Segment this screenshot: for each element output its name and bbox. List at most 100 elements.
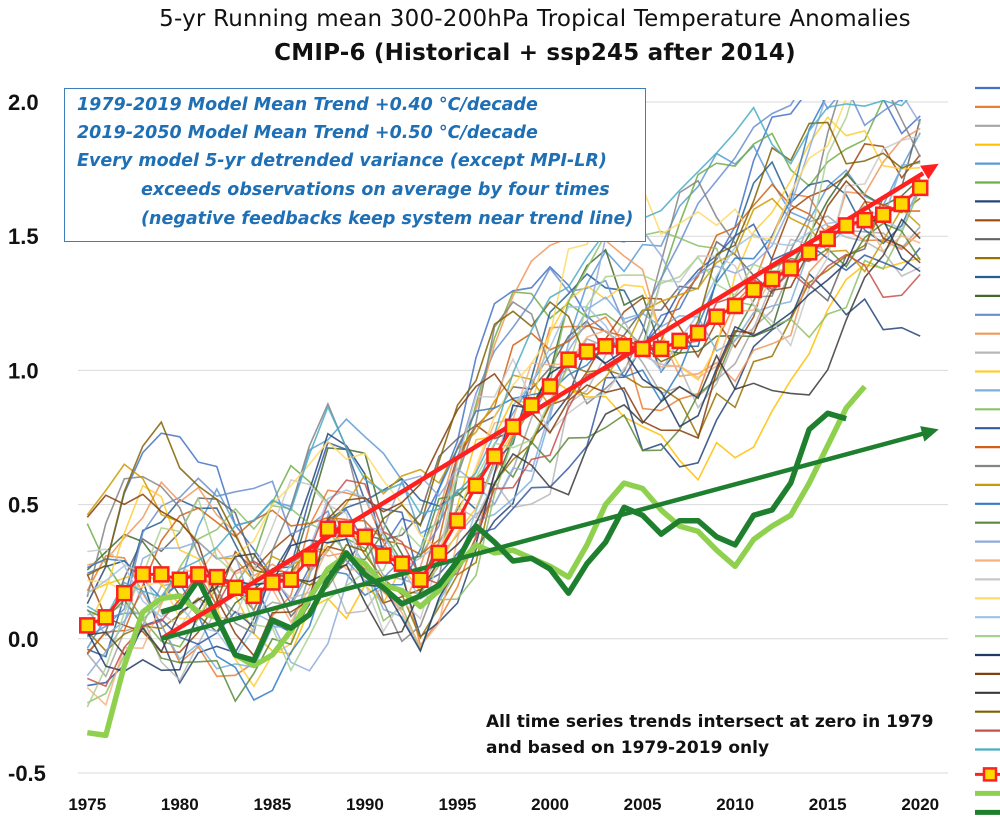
- model-mean-marker: [338, 520, 355, 538]
- model-run-line: [87, 127, 921, 611]
- model-run-line: [86, 100, 909, 619]
- annotation-box: 1979-2019 Model Mean Trend +0.40 °C/deca…: [64, 88, 646, 242]
- model-run-line: [86, 182, 921, 659]
- x-tick-label: 1995: [439, 795, 477, 814]
- model-mean-marker: [911, 179, 929, 197]
- x-tick-label: 2015: [809, 795, 847, 814]
- model-mean-marker: [134, 566, 152, 583]
- model-run-line: [86, 162, 921, 670]
- y-tick-label: 2.0: [8, 90, 39, 115]
- model-mean-marker: [819, 230, 836, 248]
- observation-line-dark-green: [160, 410, 847, 664]
- footnote-line-2: and based on 1979-2019 only: [486, 738, 770, 758]
- model-mean-marker: [264, 574, 281, 591]
- model-run-line: [87, 218, 921, 656]
- axis-ticks: -0.5 0.0 0.5 1.0 1.5 2.0 1975 1980 1985 1990 1995 2…: [8, 90, 939, 814]
- chart-subtitle: CMIP-6 (Historical + ssp245 after 2014): [274, 40, 796, 66]
- model-run-line: [86, 100, 853, 708]
- model-run-line: [87, 100, 847, 620]
- model-mean-marker: [412, 571, 429, 589]
- legend-key-model-mean-marker: [982, 767, 998, 782]
- model-run-line: [87, 100, 921, 605]
- annotation-line-1: 1979-2019 Model Mean Trend +0.40 °C/deca…: [77, 95, 538, 115]
- model-mean-marker: [430, 544, 448, 562]
- model-mean-marker: [726, 297, 744, 315]
- trend-line: [160, 431, 924, 641]
- model-mean-marker: [708, 308, 725, 325]
- y-tick-label: 0.5: [8, 493, 39, 518]
- model-run-line: [86, 179, 921, 658]
- model-mean-marker: [116, 584, 133, 602]
- model-run-line: [86, 100, 921, 677]
- annotation-line-4: exceeds observations on average by four …: [141, 180, 610, 200]
- model-mean-marker: [97, 609, 115, 626]
- annotation-line-5: (negative feedbacks keep system near tre…: [141, 209, 634, 229]
- y-tick-label: -0.5: [8, 761, 46, 786]
- model-mean-marker: [671, 332, 688, 350]
- model-mean-marker: [227, 579, 244, 597]
- model-mean-marker: [375, 547, 392, 564]
- model-mean-marker: [245, 587, 263, 605]
- model-run-line: [86, 160, 921, 658]
- trend-arrowhead: [920, 426, 939, 442]
- model-mean-marker: [578, 343, 596, 360]
- model-mean-marker: [301, 550, 318, 567]
- x-tick-label: 1985: [253, 795, 291, 814]
- model-mean-marker: [560, 351, 577, 368]
- x-tick-label: 2005: [624, 795, 662, 814]
- model-mean-marker: [615, 337, 633, 355]
- model-mean-marker: [597, 337, 614, 355]
- model-run-line: [86, 217, 921, 707]
- model-mean-marker: [153, 566, 170, 583]
- model-mean-marker: [689, 324, 707, 342]
- model-run-line: [86, 100, 902, 638]
- x-tick-label: 2000: [531, 795, 569, 814]
- series-overlay: [79, 163, 939, 739]
- model-mean-marker: [356, 528, 374, 546]
- model-run-line: [86, 272, 921, 685]
- model-runs: [86, 100, 921, 708]
- model-mean-marker: [874, 206, 892, 223]
- model-mean-marker: [837, 217, 855, 234]
- model-mean-marker: [800, 244, 818, 261]
- model-mean-marker: [171, 571, 189, 589]
- model-mean-marker: [319, 520, 337, 538]
- model-mean-marker: [652, 340, 670, 358]
- trend-line: [160, 171, 925, 641]
- y-tick-label: 1.0: [8, 358, 39, 383]
- model-mean-marker: [208, 568, 226, 586]
- y-tick-label: 0.0: [8, 627, 39, 652]
- model-mean-marker: [282, 571, 300, 589]
- model-mean-line: [86, 186, 922, 627]
- x-tick-label: 2020: [901, 795, 939, 814]
- model-mean-marker: [190, 566, 207, 583]
- model-mean-marker: [393, 555, 411, 572]
- model-run-line: [86, 253, 921, 688]
- model-mean-marker: [745, 281, 762, 299]
- model-mean-marker: [449, 512, 466, 529]
- model-run-line: [86, 197, 921, 583]
- annotation-line-3: Every model 5-yr detrended variance (exc…: [77, 151, 607, 171]
- trend-arrowhead: [920, 163, 939, 180]
- model-mean-marker: [541, 378, 559, 395]
- annotation-line-2: 2019-2050 Model Mean Trend +0.50 °C/deca…: [77, 123, 538, 143]
- model-mean-marker: [856, 211, 873, 229]
- model-mean-marker: [486, 448, 503, 465]
- model-run-line: [86, 188, 921, 704]
- model-mean-marker: [79, 617, 96, 634]
- x-tick-label: 2010: [716, 795, 754, 814]
- y-tick-label: 1.5: [8, 224, 39, 249]
- model-mean-marker: [782, 260, 799, 277]
- x-tick-label: 1980: [161, 795, 199, 814]
- model-mean-marker: [467, 477, 485, 495]
- model-mean-marker: [893, 195, 910, 213]
- model-mean-marker: [634, 340, 651, 358]
- model-mean-marker: [504, 418, 522, 436]
- model-mean-marker: [523, 397, 540, 414]
- x-tick-label: 1975: [68, 795, 106, 814]
- model-mean-marker: [763, 270, 781, 288]
- x-tick-label: 1990: [346, 795, 384, 814]
- legend: [975, 86, 1000, 815]
- footnote-line-1: All time series trends intersect at zero…: [486, 712, 934, 732]
